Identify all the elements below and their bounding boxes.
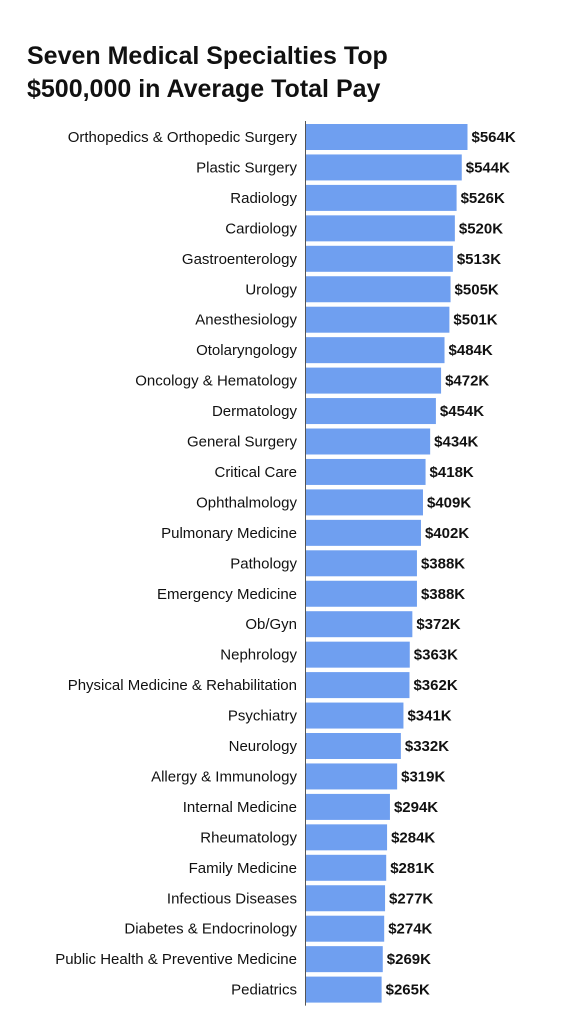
value-label: $402K [425,525,469,542]
value-label: $388K [421,586,465,603]
category-label: Infectious Diseases [167,890,297,907]
value-label: $409K [427,494,471,511]
bar [305,276,451,303]
category-label: Oncology & Hematology [135,373,297,390]
category-label: Emergency Medicine [157,586,297,603]
value-label: $269K [387,951,431,968]
bar [305,824,388,851]
value-label: $332K [405,738,449,755]
value-label: $265K [386,982,430,999]
value-label: $319K [401,768,445,785]
value-label: $294K [394,799,438,816]
category-label: Anesthesiology [195,312,297,329]
bar [305,641,410,668]
value-label: $501K [453,312,497,329]
bar [305,428,431,455]
category-label: Nephrology [220,647,297,664]
value-label: $281K [390,860,434,877]
bar [305,154,462,181]
bar [305,124,468,150]
bar [305,184,457,211]
bar [305,885,386,912]
bar [305,854,387,881]
category-label: Public Health & Preventive Medicine [55,951,297,968]
category-label: Dermatology [212,403,298,420]
category-label: Plastic Surgery [196,159,297,176]
value-label: $520K [459,220,503,237]
value-label: $363K [414,647,458,664]
bar [305,245,453,272]
chart-title: Seven Medical Specialties Top $500,000 i… [27,40,547,106]
category-label: Radiology [230,190,297,207]
bar [305,733,401,759]
value-label: $513K [457,251,501,268]
category-label: Ophthalmology [196,494,297,511]
value-label: $484K [449,342,493,359]
bar [305,489,423,516]
bar [305,367,442,394]
value-label: $564K [472,129,516,146]
category-labels-group: Orthopedics & Orthopedic Surgery Plastic … [55,129,297,999]
value-label: $418K [430,464,474,481]
category-label: Critical Care [214,464,297,481]
bar [305,946,383,973]
bar [305,702,404,729]
value-labels-group: $564K $544K $526K $520K $513K $505K $501K $484K… [386,129,516,999]
value-label: $454K [440,403,484,420]
value-label: $434K [434,434,478,451]
value-label: $277K [389,890,433,907]
bar [305,519,421,546]
category-label: Otolaryngology [196,342,297,359]
category-label: Pathology [230,555,297,572]
bar [305,611,413,638]
bar [305,793,390,820]
category-label: Diabetes & Endocrinology [124,921,297,938]
chart-title-line-2: $500,000 in Average Total Pay [27,75,381,103]
value-label: $388K [421,555,465,572]
bars-group [305,124,468,1003]
bar [305,215,455,242]
value-label: $505K [455,281,499,298]
value-label: $341K [407,708,451,725]
value-label: $544K [466,159,510,176]
category-label: Gastroenterology [182,251,298,268]
category-label: Allergy & Immunology [151,768,297,785]
category-label: Urology [245,281,297,298]
category-label: Ob/Gyn [245,616,297,633]
bar [305,306,450,333]
category-label: Pulmonary Medicine [161,525,297,542]
chart-title-line-1: Seven Medical Specialties Top [27,42,388,70]
category-label: General Surgery [187,434,298,451]
value-label: $372K [416,616,460,633]
value-label: $472K [445,373,489,390]
category-label: Orthopedics & Orthopedic Surgery [68,129,298,146]
value-label: $284K [391,829,435,846]
category-label: Internal Medicine [183,799,297,816]
value-label: $526K [461,190,505,207]
category-label: Rheumatology [200,829,297,846]
bar [305,976,382,1003]
category-label: Psychiatry [228,708,298,725]
category-label: Pediatrics [231,982,297,999]
bar [305,580,417,607]
bar [305,337,445,364]
category-label: Cardiology [225,220,297,237]
bar [305,398,436,425]
bar [305,763,398,790]
bar [305,458,426,485]
bar [305,550,417,577]
category-label: Family Medicine [189,860,297,877]
bar [305,672,410,699]
bar [305,915,385,942]
value-label: $362K [413,677,457,694]
value-label: $274K [388,921,432,938]
category-label: Neurology [229,738,298,755]
category-label: Physical Medicine & Rehabilitation [68,677,297,694]
